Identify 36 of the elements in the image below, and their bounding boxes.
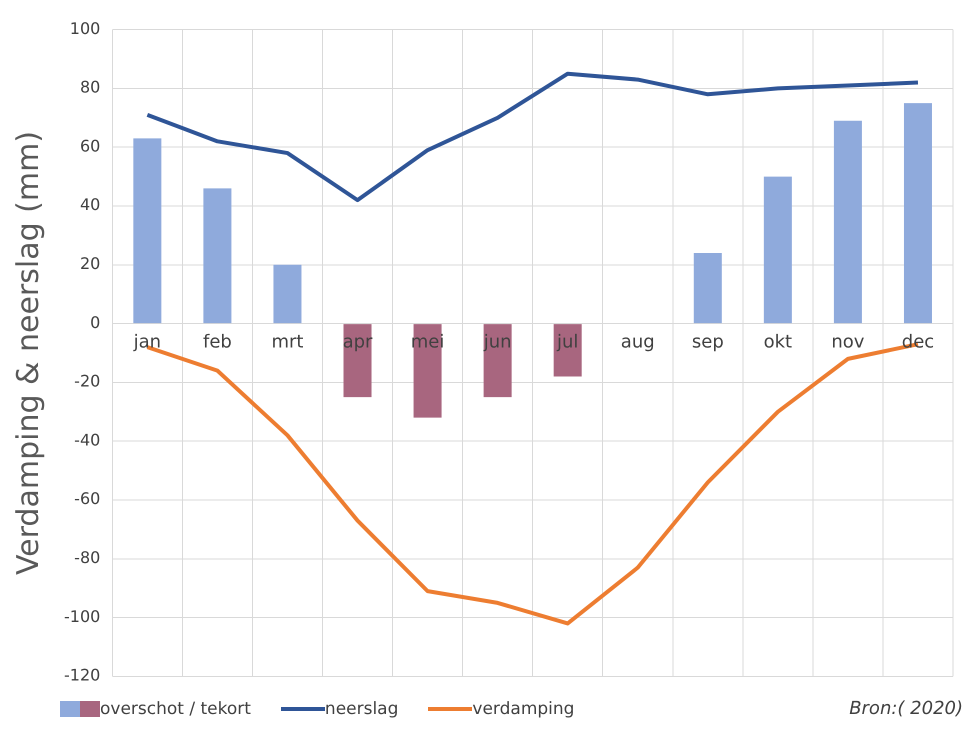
bar (133, 138, 162, 324)
bar (694, 253, 722, 324)
x-tick-label: feb (202, 331, 232, 352)
x-tick-label: okt (764, 331, 792, 352)
y-tick-label: -20 (74, 372, 100, 391)
bar (273, 264, 302, 324)
y-tick-label: 80 (80, 78, 100, 97)
bar (554, 324, 582, 377)
bar (904, 103, 932, 324)
y-tick-label: 20 (80, 254, 100, 273)
y-tick-label: 0 (90, 312, 100, 332)
legend-label: neerslag (324, 698, 398, 718)
bar (484, 324, 512, 398)
bar (203, 188, 232, 324)
x-tick-label: jun (482, 331, 512, 352)
y-tick-label: -120 (64, 666, 100, 685)
x-tick-label: jan (132, 331, 162, 352)
y-tick-label: 60 (80, 136, 100, 156)
x-tick-label: nov (831, 331, 865, 352)
legend-label: overschot / tekort (100, 698, 251, 718)
x-tick-label: sep (692, 331, 724, 352)
y-tick-label: 40 (80, 195, 100, 214)
y-tick-label: -60 (74, 489, 100, 508)
text: Bron:( 2020) (849, 698, 963, 719)
x-tick-label: mrt (271, 331, 304, 352)
y-axis-title: Verdamping & neerslag (mm) (10, 130, 46, 576)
x-tick-label: jul (556, 331, 578, 352)
bar (764, 176, 792, 324)
x-tick-label: dec (902, 331, 934, 352)
legend-label: verdamping (472, 698, 574, 718)
y-tick-label: -40 (74, 430, 100, 450)
x-tick-label: aug (620, 331, 655, 352)
y-tick-label: -80 (74, 548, 100, 567)
bar (834, 120, 862, 324)
y-tick-label: -100 (64, 606, 100, 626)
y-tick-label: 100 (70, 18, 100, 38)
